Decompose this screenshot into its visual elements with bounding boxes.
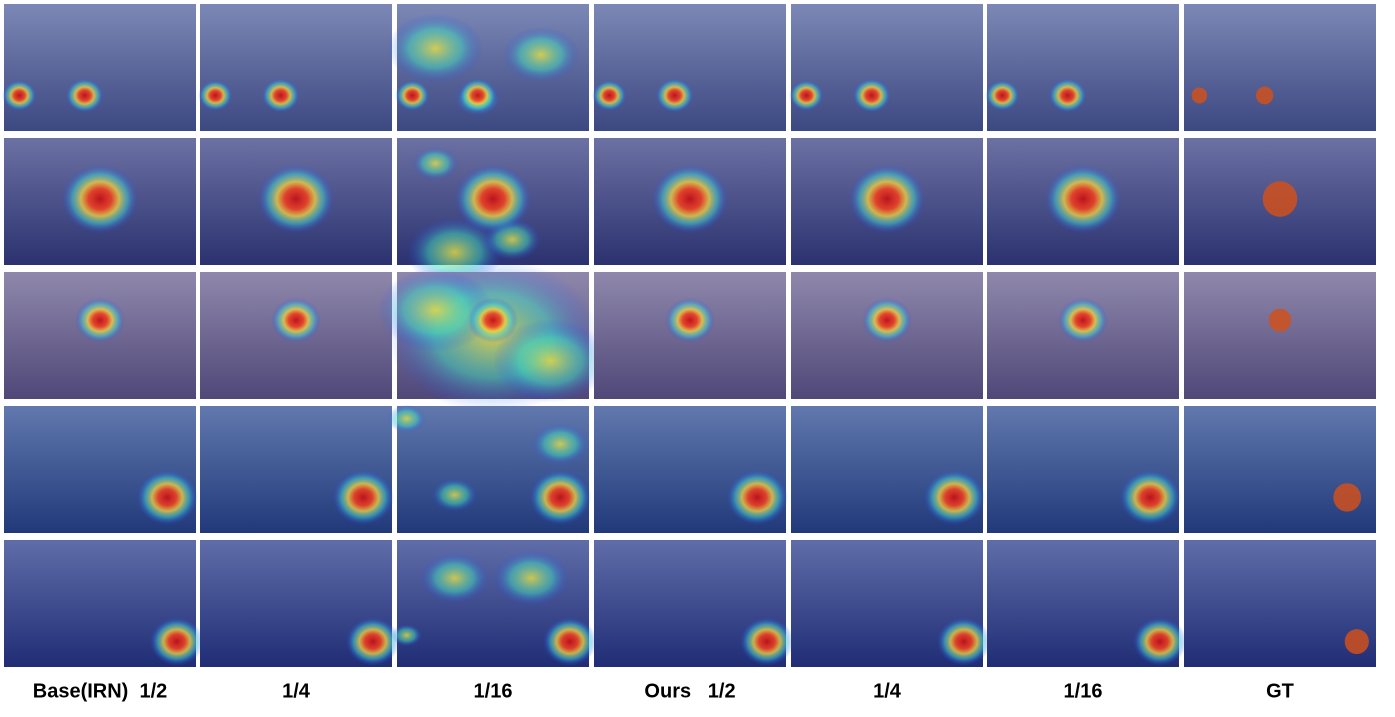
heat-blob <box>740 617 794 665</box>
heat-blob <box>261 78 299 113</box>
heat-blob <box>136 470 197 525</box>
gt-mask <box>1333 483 1361 511</box>
image-shade <box>594 4 786 131</box>
column-label: Base(IRN) 1/2 <box>33 680 168 702</box>
heat-blob <box>395 80 430 111</box>
page: Base(IRN) 1/21/41/16Ours 1/21/41/16GT ((… <box>0 0 1395 712</box>
heat-blob <box>852 78 890 113</box>
gt-mask <box>1345 629 1369 654</box>
column-label: 1/4 <box>873 680 902 702</box>
noise-blob <box>412 147 458 181</box>
heat-blob <box>458 78 496 113</box>
heat-blob <box>455 164 532 233</box>
image-shade <box>200 4 392 131</box>
noise-blob <box>420 553 489 603</box>
heat-blob <box>592 80 627 111</box>
heat-blob <box>652 164 729 233</box>
heat-blob <box>1048 78 1086 113</box>
image-shade <box>987 4 1179 131</box>
noise-blob <box>503 27 580 83</box>
gt-mask <box>1263 181 1298 217</box>
image-shade <box>791 4 983 131</box>
heat-blob <box>849 164 926 233</box>
image-shade <box>1184 4 1376 131</box>
image-shade <box>4 4 196 131</box>
heat-blob <box>655 78 693 113</box>
column-label: 1/4 <box>282 680 311 702</box>
noise-blob <box>432 478 478 512</box>
noise-blob <box>391 624 422 646</box>
noise-blob <box>387 14 483 84</box>
heat-blob <box>468 298 518 343</box>
heat-blob <box>923 470 984 525</box>
heat-blob <box>529 470 590 525</box>
heat-blob <box>937 617 991 665</box>
image-shade <box>1184 406 1376 533</box>
heat-blob <box>271 298 321 343</box>
heat-blob <box>75 298 125 343</box>
gt-mask <box>1269 309 1291 332</box>
column-label: 1/16 <box>1064 680 1103 702</box>
gt-mask <box>1192 87 1208 103</box>
noise-blob <box>531 423 589 465</box>
image-shade <box>1184 272 1376 399</box>
heat-blob <box>62 164 139 233</box>
heat-blob <box>1045 164 1122 233</box>
heat-blob <box>198 80 233 111</box>
heat-blob <box>1119 470 1180 525</box>
heat-blob <box>789 80 824 111</box>
noise-blob <box>387 405 425 433</box>
heat-blob <box>346 617 400 665</box>
noise-blob <box>493 550 570 606</box>
heat-blob <box>543 617 597 665</box>
heat-blob <box>862 298 912 343</box>
heat-blob <box>726 470 787 525</box>
heat-blob <box>2 80 37 111</box>
heat-blob <box>665 298 715 343</box>
column-label: Ours 1/2 <box>644 680 735 702</box>
heat-blob <box>1133 617 1187 665</box>
column-label: 1/16 <box>474 680 513 702</box>
column-label: GT <box>1266 680 1294 702</box>
heat-blob <box>65 78 103 113</box>
heat-blob <box>985 80 1020 111</box>
heat-blob <box>332 470 393 525</box>
heat-blob <box>258 164 335 233</box>
heat-blob <box>150 617 204 665</box>
figure: Base(IRN) 1/2 1/4 1/16 Ours 1/2 1/4 1/16 GT <box>0 0 1395 712</box>
heat-blob <box>1058 298 1108 343</box>
gt-mask <box>1256 87 1273 105</box>
